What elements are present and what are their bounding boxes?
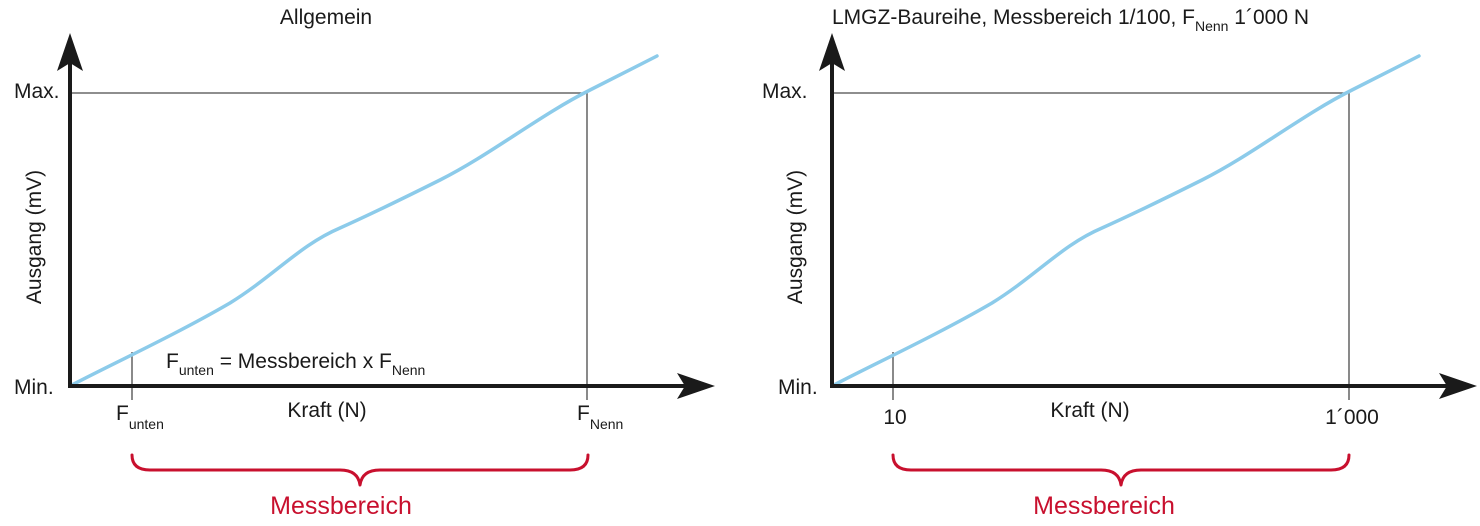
left-brace bbox=[130, 453, 590, 487]
right-brace bbox=[891, 453, 1351, 487]
right-x-axis-label: Kraft (N) bbox=[1050, 399, 1129, 422]
left-brace-label: Messbereich bbox=[270, 492, 412, 520]
left-title: Allgemein bbox=[280, 6, 372, 29]
left-y-axis-label: Ausgang (mV) bbox=[23, 170, 46, 304]
left-panel: Allgemein Max. Min. Ausgang (mV) Funten … bbox=[14, 6, 715, 520]
left-y-min-label: Min. bbox=[14, 376, 54, 399]
right-y-min-label: Min. bbox=[778, 376, 818, 399]
right-panel: LMGZ-Baureihe, Messbereich 1/100, FNenn … bbox=[762, 6, 1477, 520]
right-brace-label: Messbereich bbox=[1033, 492, 1175, 520]
right-output-curve bbox=[830, 54, 1421, 388]
right-title: LMGZ-Baureihe, Messbereich 1/100, FNenn … bbox=[832, 6, 1309, 34]
right-tick-10: 10 bbox=[883, 406, 906, 429]
left-x-axis-label: Kraft (N) bbox=[287, 399, 366, 422]
left-tick-nenn: FNenn bbox=[577, 402, 623, 432]
right-y-axis-label: Ausgang (mV) bbox=[784, 170, 807, 304]
left-y-max-label: Max. bbox=[14, 80, 60, 103]
left-output-curve bbox=[68, 54, 659, 388]
left-formula: Funten = Messbereich x FNenn bbox=[166, 350, 425, 378]
left-tick-unten: Funten bbox=[116, 402, 164, 432]
right-y-max-label: Max. bbox=[762, 80, 808, 103]
right-tick-1000: 1´000 bbox=[1325, 406, 1379, 429]
